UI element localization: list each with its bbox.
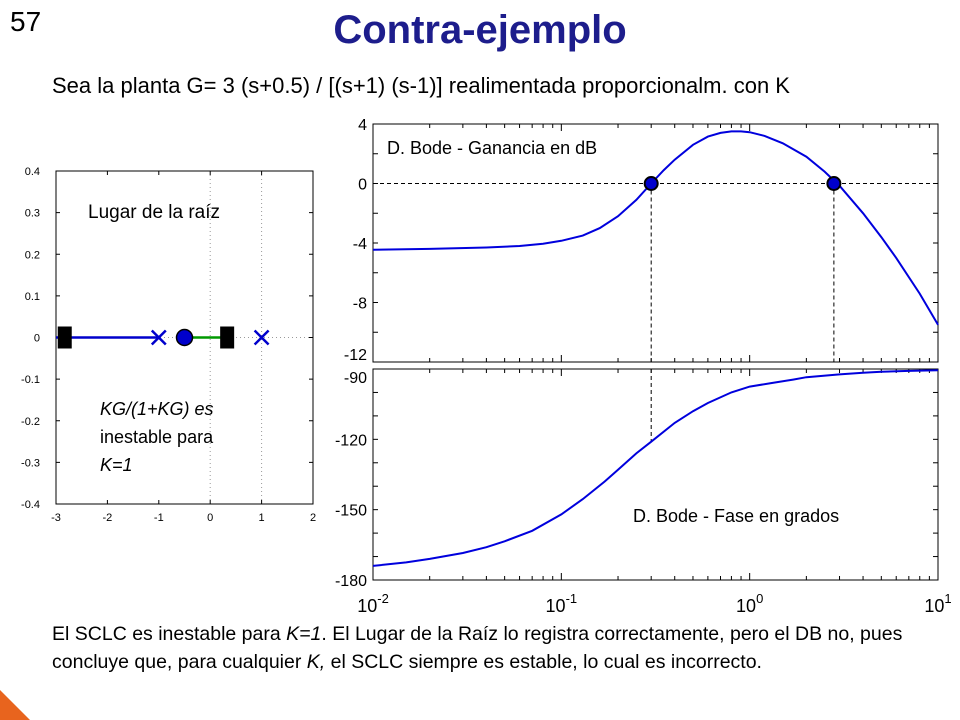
conclusion-k-any: K, (306, 651, 326, 673)
bode-magnitude-frame (372, 123, 939, 363)
closed-loop-pole-marker (220, 326, 235, 349)
root-locus-xtick-label: 0 (207, 512, 213, 524)
bode-phase-ytick-label: -150 (335, 503, 367, 520)
bode-phase-ytick-label: -120 (335, 432, 367, 449)
root-locus-note-line3: K=1 (100, 455, 133, 475)
root-locus-ytick-label: 0.4 (25, 166, 40, 178)
conclusion-text: El SCLC es inestable para K=1. El Lugar … (52, 620, 932, 676)
root-locus-xtick-label: 1 (259, 512, 265, 524)
root-locus-xtick-label: 2 (310, 512, 316, 524)
bode-crossover-point (643, 176, 659, 191)
bode-magnitude-title: D. Bode - Ganancia en dB (387, 138, 597, 158)
bode-phase-title: D. Bode - Fase en grados (633, 506, 839, 526)
bode-crossover-points (643, 176, 842, 191)
closed-loop-pole-marker (57, 326, 72, 349)
slide-number: 57 (10, 6, 42, 37)
bode-magnitude-ytick-label: 4 (358, 117, 367, 134)
conclusion-part-3: el SCLC siempre es estable, lo cual es i… (325, 651, 762, 673)
bode-phase-frame (372, 368, 939, 581)
bode-magnitude-ytick-label: -12 (344, 347, 367, 364)
root-locus-ytick-label: -0.2 (21, 416, 40, 428)
slide-title: Contra-ejemplo (333, 8, 627, 52)
corner-decoration (0, 690, 30, 720)
root-locus-ytick-label: -0.3 (21, 457, 40, 469)
bode-phase-line (372, 369, 939, 567)
bode-xtick-label: 10-2 (357, 591, 389, 616)
root-locus-markers (57, 326, 270, 349)
root-locus-plot: -3 -2 -1 0 1 2 -0.4 -0.3 -0.2 -0.1 0 0.1 0.2 0.3 0.4 L… (21, 166, 316, 524)
bode-magnitude-ytick-label: -4 (353, 236, 367, 253)
root-locus-title: Lugar de la raíz (88, 202, 220, 223)
root-locus-xtick-label: -3 (51, 512, 61, 524)
root-locus-ytick-label: -0.4 (21, 499, 40, 511)
root-locus-ytick-label: 0.2 (25, 249, 40, 261)
open-loop-pole-mark (150, 329, 167, 346)
root-locus-ticks: -3 -2 -1 0 1 2 -0.4 -0.3 -0.2 -0.1 0 0.1 0.2 0.3 0.4 (21, 166, 316, 524)
bode-magnitude-ytick-label: 0 (358, 177, 367, 194)
bode-magnitude-ticks: 4 0 -4 -8 -12 (344, 117, 939, 364)
open-loop-pole-mark (253, 329, 270, 346)
bode-magnitude-ytick-label: -8 (353, 296, 367, 313)
bode-xtick-label: 10-1 (546, 591, 578, 616)
corner-triangle-icon (0, 690, 30, 720)
root-locus-ytick-label: -0.1 (21, 374, 40, 386)
root-locus-ytick-label: 0.3 (25, 208, 40, 220)
conclusion-k-value: K=1 (286, 623, 322, 645)
root-locus-note-line1: KG/(1+KG) es (100, 399, 214, 419)
conclusion-part-2: . El Lugar de la Raíz lo registra correc… (52, 623, 903, 673)
root-locus-xtick-label: -2 (103, 512, 113, 524)
bode-crossover-point (826, 176, 842, 191)
bode-xtick-label: 100 (736, 591, 763, 616)
root-locus-ytick-label: 0 (34, 333, 40, 345)
bode-magnitude-plot: 4 0 -4 -8 -12 D. Bode - Ganancia en dB (344, 117, 939, 364)
bode-phase-ytick-label: -180 (335, 573, 367, 590)
slide-subtitle: Sea la planta G= 3 (s+0.5) / [(s+1) (s-1… (52, 73, 790, 98)
root-locus-ytick-label: 0.1 (25, 291, 40, 303)
bode-xtick-label: 101 (924, 591, 951, 616)
root-locus-xtick-label: -1 (154, 512, 164, 524)
bode-magnitude-line (372, 130, 939, 326)
bode-phase-ytick-label: -90 (344, 370, 367, 387)
open-loop-zero-mark (175, 328, 194, 347)
conclusion-part-1: El SCLC es inestable para (52, 623, 287, 645)
root-locus-note-line2: inestable para (100, 427, 214, 447)
